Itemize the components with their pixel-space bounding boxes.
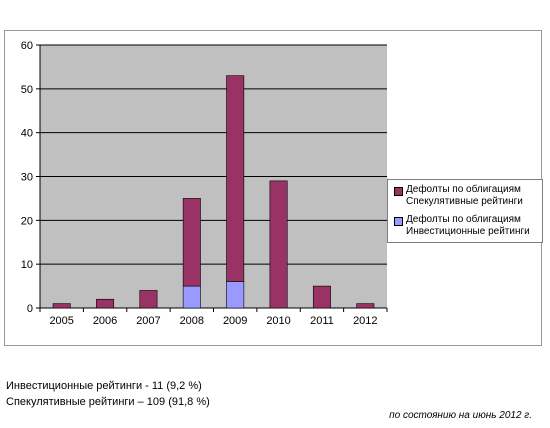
bar-segment <box>52 303 71 309</box>
y-tick-label: 20 <box>21 215 33 227</box>
y-tick-label: 0 <box>27 303 33 315</box>
y-tick-label: 10 <box>21 259 33 271</box>
legend-label-line2: Инвестиционные рейтинги <box>406 226 530 237</box>
y-tick-label: 60 <box>21 40 33 52</box>
bar-segment <box>356 303 375 309</box>
legend-swatch-speculative <box>394 187 403 196</box>
legend-item-speculative: Дефолты по облигациям Спекулятивные рейт… <box>394 184 538 208</box>
bar-segment <box>226 281 245 309</box>
x-tick-label: 2010 <box>266 315 290 327</box>
legend-label-line1: Дефолты по облигациям <box>406 184 521 195</box>
summary-investment: Инвестиционные рейтинги - 11 (9,2 %) <box>6 380 202 392</box>
x-tick-label: 2012 <box>353 315 377 327</box>
bar-segment <box>269 180 288 309</box>
x-tick-label: 2009 <box>223 315 247 327</box>
y-tick-label: 30 <box>21 172 33 184</box>
summary-block: Инвестиционные рейтинги - 11 (9,2 %) Спе… <box>6 378 210 410</box>
x-tick-label: 2007 <box>136 315 160 327</box>
bar-segment <box>182 198 201 287</box>
legend-label-line2: Спекулятивные рейтинги <box>406 196 523 207</box>
chart-frame: 0 10 20 30 40 50 60 2005 2006 2007 2008 2009 2010 201… <box>4 30 543 346</box>
legend-label-line1: Дефолты по облигациям <box>406 214 521 225</box>
chart-legend: Дефолты по облигациям Спекулятивные рейт… <box>387 179 543 243</box>
bar-segment <box>226 75 245 282</box>
x-tick-label: 2005 <box>49 315 73 327</box>
y-tick-label: 40 <box>21 128 33 140</box>
bar-segment <box>96 298 115 309</box>
bar-segment <box>182 285 201 309</box>
bar-chart: 0 10 20 30 40 50 60 2005 2006 2007 2008 2009 2010 201… <box>21 40 388 327</box>
x-tick-label: 2006 <box>93 315 117 327</box>
legend-swatch-investment <box>394 217 403 226</box>
x-tick-label: 2008 <box>180 315 204 327</box>
legend-item-investment: Дефолты по облигациям Инвестиционные рей… <box>394 214 538 238</box>
summary-speculative: Спекулятивные рейтинги – 109 (91,8 %) <box>6 396 210 408</box>
date-note: по состоянию на июнь 2012 г. <box>389 410 532 421</box>
bar-segment <box>139 290 158 309</box>
bar-segment <box>312 285 331 309</box>
y-tick-label: 50 <box>21 84 33 96</box>
x-tick-label: 2011 <box>310 315 334 327</box>
